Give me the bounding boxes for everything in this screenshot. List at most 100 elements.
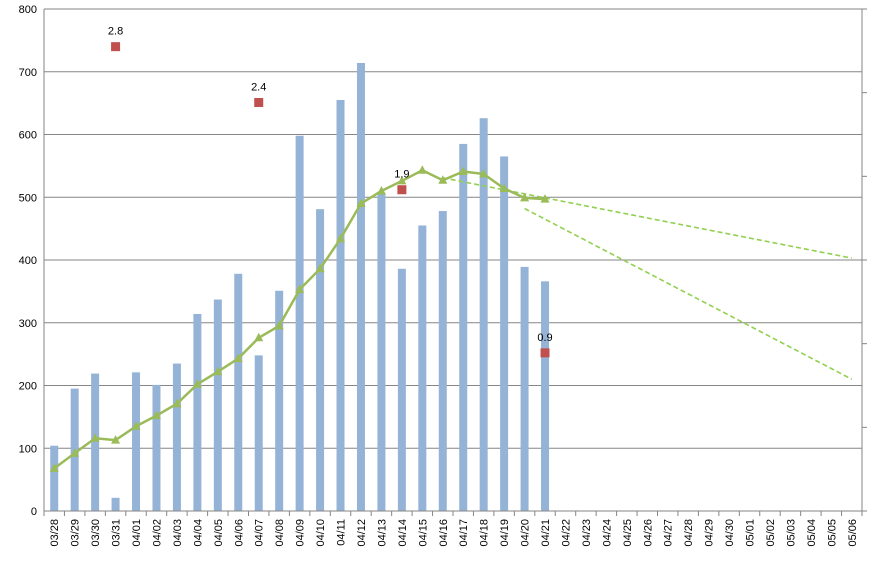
x-tick-label: 04/30 [724, 519, 736, 547]
line-marker [376, 185, 386, 195]
bar [541, 281, 550, 511]
x-tick-label: 05/04 [806, 519, 818, 547]
scatter-point [111, 42, 121, 52]
line-marker [356, 198, 366, 208]
x-tick-label: 04/02 [151, 519, 163, 547]
line-marker [295, 284, 305, 293]
bar [459, 143, 468, 511]
line-marker [315, 263, 325, 273]
bar [520, 266, 529, 511]
line-marker [233, 353, 243, 363]
y-tick-label: 800 [19, 4, 37, 16]
bar [377, 193, 386, 512]
x-tick-label: 05/06 [847, 519, 859, 547]
y-tick-label: 400 [19, 255, 37, 267]
bar [50, 445, 59, 511]
x-tick-label: 04/12 [356, 519, 368, 547]
line-marker [151, 410, 161, 420]
x-tick-label: 04/08 [274, 519, 286, 547]
x-tick-label: 04/16 [438, 519, 450, 547]
line-marker [336, 233, 346, 243]
x-tick-label: 04/27 [663, 519, 675, 547]
y-tick-label: 700 [19, 67, 37, 79]
scatter-point [540, 348, 550, 358]
trend-line [524, 207, 853, 380]
x-tick-label: 04/25 [622, 519, 634, 547]
x-tick-label: 04/22 [560, 519, 572, 547]
bar [336, 99, 345, 512]
bar [213, 299, 222, 511]
x-tick-label: 03/28 [49, 519, 61, 547]
x-tick-label: 04/28 [683, 519, 695, 547]
bar [275, 290, 284, 511]
line-marker [192, 379, 202, 388]
bar [438, 211, 447, 511]
y-tick-label: 500 [19, 192, 37, 204]
x-tick-label: 04/23 [581, 519, 593, 547]
x-tick-label: 04/18 [479, 519, 491, 547]
x-tick-label: 04/14 [397, 519, 409, 547]
x-tick-label: 05/03 [785, 519, 797, 547]
x-tick-label: 05/01 [745, 519, 757, 547]
data-label: 2.8 [108, 26, 123, 38]
y-tick-label: 600 [19, 130, 37, 142]
x-tick-label: 04/03 [172, 519, 184, 547]
bar [316, 209, 325, 512]
x-tick-label: 03/29 [70, 519, 82, 547]
line-marker [213, 366, 223, 376]
x-tick-label: 04/13 [376, 519, 388, 547]
tick-labels: 0 100 200 300 400 500 600 700 800 03/28 03/29 03/30… [19, 4, 859, 547]
line-marker [499, 183, 509, 192]
line-marker [49, 463, 59, 472]
bar [132, 372, 141, 511]
trend-line [442, 177, 852, 259]
line-marker [254, 332, 264, 342]
y-tick-label: 0 [31, 506, 37, 518]
trend-lines [442, 177, 853, 380]
bar [479, 118, 488, 511]
x-tick-label: 04/05 [213, 519, 225, 547]
data-label: 0.9 [537, 332, 552, 344]
scatter-series: 2.8 2.4 1.9 0.9 [108, 26, 553, 358]
bar [254, 355, 263, 511]
line-marker [131, 421, 141, 430]
scatter-point [254, 97, 264, 107]
scatter-point [397, 185, 407, 195]
x-tick-label: 04/11 [336, 519, 348, 546]
line-marker [70, 448, 80, 457]
x-tick-label: 04/26 [642, 519, 654, 547]
line-marker [172, 398, 182, 408]
data-label: 2.4 [251, 81, 266, 93]
data-label: 1.9 [394, 169, 409, 181]
x-tick-label: 04/19 [499, 519, 511, 547]
x-tick-label: 04/21 [540, 519, 552, 547]
x-tick-label: 04/17 [458, 519, 470, 547]
line-series [49, 165, 550, 472]
x-tick-label: 04/07 [254, 519, 266, 547]
bar [397, 268, 406, 511]
bar [193, 313, 202, 511]
x-tick-label: 03/31 [111, 519, 123, 547]
bar [418, 225, 427, 512]
gridlines [44, 8, 862, 449]
bar-series [50, 62, 550, 512]
x-tick-label: 04/24 [601, 519, 613, 547]
bar [356, 62, 365, 512]
x-tick-label: 04/01 [131, 519, 143, 547]
bar [91, 373, 100, 511]
y-tick-label: 300 [19, 318, 37, 330]
line-marker [397, 175, 407, 185]
line-marker [417, 165, 427, 174]
line-marker [458, 166, 468, 176]
bar [172, 363, 181, 511]
line-marker [520, 192, 530, 202]
x-tick-label: 04/09 [295, 519, 307, 547]
x-tick-label: 05/02 [765, 519, 777, 547]
bar [500, 156, 509, 511]
x-tick-label: 03/30 [90, 519, 102, 547]
bar [234, 273, 243, 511]
y-tick-label: 200 [19, 381, 37, 393]
line-marker [274, 320, 284, 330]
x-tick-label: 04/06 [233, 519, 245, 547]
